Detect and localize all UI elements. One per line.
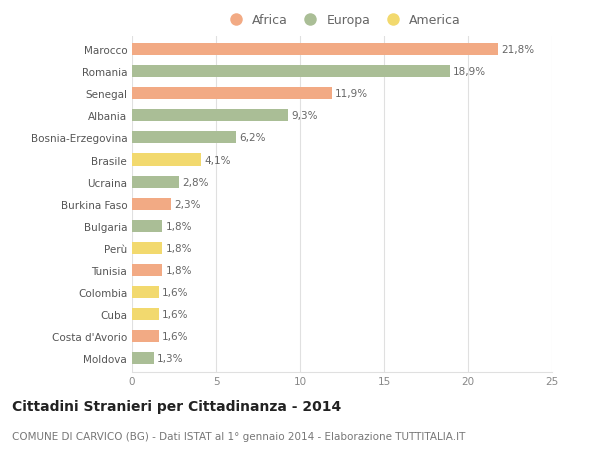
- Bar: [132, 286, 159, 298]
- Bar: [132, 44, 498, 56]
- Bar: [132, 353, 154, 364]
- Text: 1,8%: 1,8%: [166, 221, 192, 231]
- Bar: [132, 66, 449, 78]
- Bar: [132, 110, 288, 122]
- Text: 2,3%: 2,3%: [174, 199, 200, 209]
- Text: 1,6%: 1,6%: [162, 331, 189, 341]
- Text: 11,9%: 11,9%: [335, 89, 368, 99]
- Text: COMUNE DI CARVICO (BG) - Dati ISTAT al 1° gennaio 2014 - Elaborazione TUTTITALIA: COMUNE DI CARVICO (BG) - Dati ISTAT al 1…: [12, 431, 466, 442]
- Bar: [132, 220, 162, 232]
- Text: 1,6%: 1,6%: [162, 309, 189, 319]
- Bar: [132, 330, 159, 342]
- Legend: Africa, Europa, America: Africa, Europa, America: [218, 10, 466, 33]
- Text: 1,6%: 1,6%: [162, 287, 189, 297]
- Text: 18,9%: 18,9%: [453, 67, 486, 77]
- Text: 9,3%: 9,3%: [292, 111, 318, 121]
- Bar: [132, 154, 201, 166]
- Text: 1,3%: 1,3%: [157, 353, 184, 364]
- Bar: [132, 308, 159, 320]
- Bar: [132, 242, 162, 254]
- Text: 4,1%: 4,1%: [204, 155, 231, 165]
- Text: 6,2%: 6,2%: [239, 133, 266, 143]
- Bar: [132, 132, 236, 144]
- Text: Cittadini Stranieri per Cittadinanza - 2014: Cittadini Stranieri per Cittadinanza - 2…: [12, 399, 341, 413]
- Text: 1,8%: 1,8%: [166, 243, 192, 253]
- Bar: [132, 264, 162, 276]
- Text: 21,8%: 21,8%: [502, 45, 535, 55]
- Text: 2,8%: 2,8%: [182, 177, 209, 187]
- Bar: [132, 88, 332, 100]
- Bar: [132, 176, 179, 188]
- Text: 1,8%: 1,8%: [166, 265, 192, 275]
- Bar: [132, 198, 170, 210]
